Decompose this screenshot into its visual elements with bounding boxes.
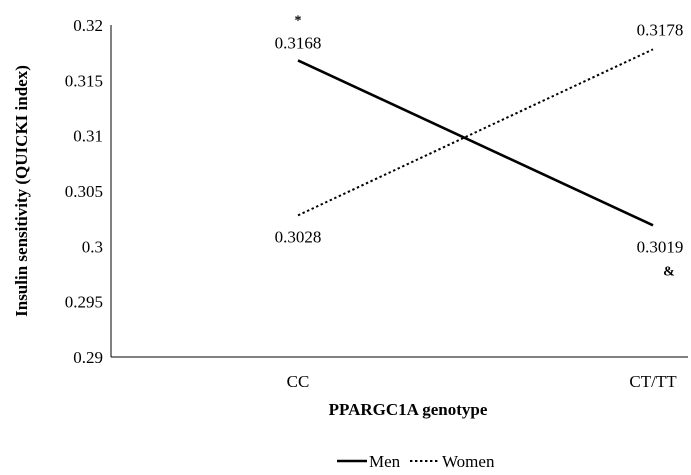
- y-tick-label: 0.295: [65, 293, 103, 312]
- data-label: 0.3019: [637, 237, 684, 256]
- y-tick-label: 0.3: [82, 237, 103, 256]
- x-axis-title: PPARGC1A genotype: [329, 400, 488, 419]
- data-label: 0.3178: [637, 20, 684, 39]
- y-tick-label: 0.32: [73, 16, 103, 35]
- significance-marker: &: [663, 264, 675, 279]
- y-tick-label: 0.31: [73, 127, 103, 146]
- legend-label: Men: [369, 452, 401, 471]
- x-tick-label: CT/TT: [629, 372, 677, 391]
- y-tick-label: 0.315: [65, 71, 103, 90]
- data-label: 0.3028: [275, 227, 322, 246]
- legend-label: Women: [442, 452, 495, 471]
- significance-marker: *: [295, 13, 302, 28]
- x-tick-label: CC: [287, 372, 310, 391]
- legend: Men Women: [337, 452, 495, 471]
- y-tick-label: 0.305: [65, 182, 103, 201]
- y-axis-title: Insulin sensitivity (QUICKI index): [12, 65, 31, 317]
- series-line-men: [297, 59, 654, 227]
- series-line-women: [297, 48, 654, 217]
- y-tick-label: 0.29: [73, 348, 103, 367]
- data-label: 0.3168: [275, 33, 322, 52]
